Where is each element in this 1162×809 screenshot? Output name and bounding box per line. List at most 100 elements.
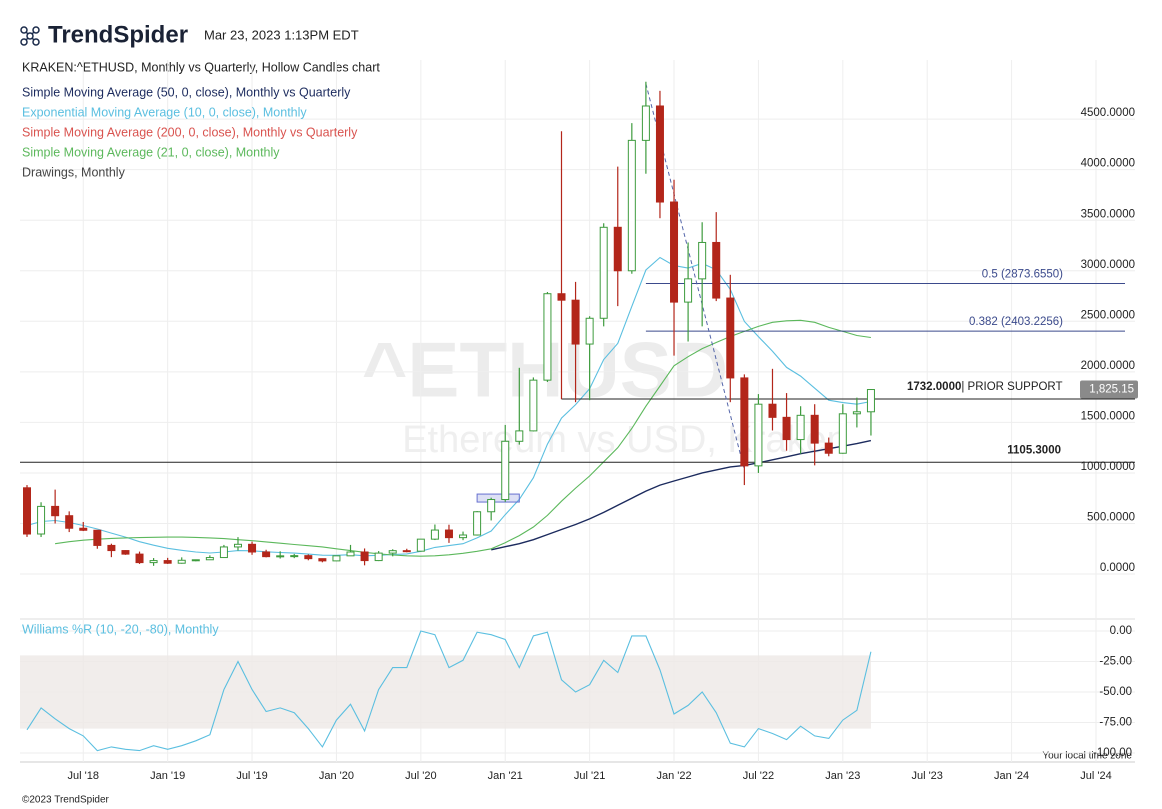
candle-body xyxy=(599,226,608,319)
candle-body xyxy=(796,414,805,441)
candle-body xyxy=(191,559,200,562)
candle-body xyxy=(318,558,327,562)
candle-body xyxy=(360,551,369,562)
last-price-label: 1,825.15 xyxy=(1089,384,1134,396)
candle-body xyxy=(782,416,791,441)
x-tick-label: Jul '18 xyxy=(68,770,99,782)
y-tick-label: 2000.0000 xyxy=(1081,360,1135,372)
candle-body xyxy=(107,544,116,552)
y-tick-label: 3500.0000 xyxy=(1081,208,1135,220)
wr-tick-label: -100.00 xyxy=(1093,747,1132,759)
candle-body xyxy=(613,226,622,272)
x-tick-label: Jan '23 xyxy=(825,770,860,782)
x-tick-label: Jul '23 xyxy=(911,770,942,782)
x-tick-label: Jan '21 xyxy=(488,770,523,782)
williams-line xyxy=(26,630,872,752)
candle-body xyxy=(838,413,847,454)
candle-body xyxy=(93,529,102,546)
moving-average-line xyxy=(55,319,871,557)
candle-body xyxy=(374,552,383,562)
candle-body xyxy=(177,559,186,564)
x-tick-label: Jan '19 xyxy=(150,770,185,782)
candle-body xyxy=(655,105,664,203)
candle-body xyxy=(135,553,144,564)
y-tick-label: 3000.0000 xyxy=(1081,259,1135,271)
candle-body xyxy=(430,529,439,540)
x-tick-label: Jul '20 xyxy=(405,770,436,782)
candle-body xyxy=(205,557,214,561)
candle-body xyxy=(444,529,453,539)
y-tick-label: 1000.0000 xyxy=(1081,461,1135,473)
candle-body xyxy=(627,139,636,272)
copyright: ©2023 TrendSpider xyxy=(22,795,110,806)
legend-entry: Simple Moving Average (21, 0, close), Mo… xyxy=(22,145,280,159)
candle-body xyxy=(684,278,693,303)
legend-entry: Exponential Moving Average (10, 0, close… xyxy=(22,105,307,119)
y-tick-label: 500.0000 xyxy=(1087,512,1135,524)
x-tick-label: Jan '22 xyxy=(656,770,691,782)
candle-body xyxy=(332,555,341,562)
candle-body xyxy=(37,505,46,535)
candle-body xyxy=(276,555,285,558)
x-tick-label: Jul '22 xyxy=(743,770,774,782)
candle-body xyxy=(852,411,861,415)
candle-body xyxy=(515,430,524,442)
wr-tick-label: 0.00 xyxy=(1110,625,1132,637)
level-text: | PRIOR SUPPORT xyxy=(961,381,1062,393)
level-value: 0.5 (2873.6550) xyxy=(982,269,1063,281)
candle-body xyxy=(233,543,242,548)
candle-body xyxy=(670,201,679,303)
level-value: 1732.0000 xyxy=(907,381,961,393)
candle-body xyxy=(459,534,468,539)
candle-body xyxy=(557,293,566,301)
candle-body xyxy=(416,538,425,552)
x-tick-label: Jul '19 xyxy=(236,770,267,782)
candle-body xyxy=(740,377,749,467)
candle-body xyxy=(501,440,510,501)
x-tick-label: Jan '20 xyxy=(319,770,354,782)
zone-box xyxy=(476,493,520,503)
candle-body xyxy=(402,550,411,553)
y-tick-label: 4500.0000 xyxy=(1081,107,1135,119)
wr-tick-label: -50.00 xyxy=(1099,686,1132,698)
candle-body xyxy=(388,550,397,554)
level-label: 1732.0000| PRIOR SUPPORT xyxy=(907,381,1063,393)
candle-body xyxy=(304,555,313,560)
candle-body xyxy=(262,551,271,558)
x-tick-label: Jan '24 xyxy=(994,770,1029,782)
x-tick-label: Jul '24 xyxy=(1080,770,1111,782)
brand: TrendSpider xyxy=(48,21,188,48)
candle-body xyxy=(219,546,228,559)
candle-body xyxy=(149,560,158,564)
candle-body xyxy=(585,317,594,345)
level-label: 1105.3000 xyxy=(1007,444,1061,456)
candle-body xyxy=(290,555,299,558)
candle-body xyxy=(529,379,538,432)
wr-tick-label: -75.00 xyxy=(1099,717,1132,729)
candle-body xyxy=(51,505,60,517)
candle-body xyxy=(698,241,707,280)
level-value: 0.382 (2403.2256) xyxy=(969,316,1063,328)
candle-body xyxy=(121,550,130,555)
candle-body xyxy=(65,515,74,529)
candle-body xyxy=(768,403,777,418)
level-value: 1105.3000 xyxy=(1007,444,1061,456)
logo-icon xyxy=(20,26,40,46)
timezone: Your local time zone xyxy=(1042,751,1132,762)
candle-body xyxy=(543,293,552,381)
candle-body xyxy=(346,551,355,557)
candle-body xyxy=(23,487,31,535)
legend-entry: Simple Moving Average (200, 0, close), M… xyxy=(22,125,358,139)
y-tick-label: 1500.0000 xyxy=(1081,410,1135,422)
candle-body xyxy=(824,442,833,454)
candle-body xyxy=(866,389,875,413)
candle-body xyxy=(487,499,496,513)
x-tick-label: Jul '21 xyxy=(574,770,605,782)
candle-body xyxy=(473,511,482,536)
last-price-tag xyxy=(1080,380,1138,399)
legend-entry: Williams %R (10, -20, -80), Monthly xyxy=(22,622,219,636)
y-tick-label: 0.0000 xyxy=(1100,562,1135,574)
timestamp: Mar 23, 2023 1:13PM EDT xyxy=(204,27,359,42)
